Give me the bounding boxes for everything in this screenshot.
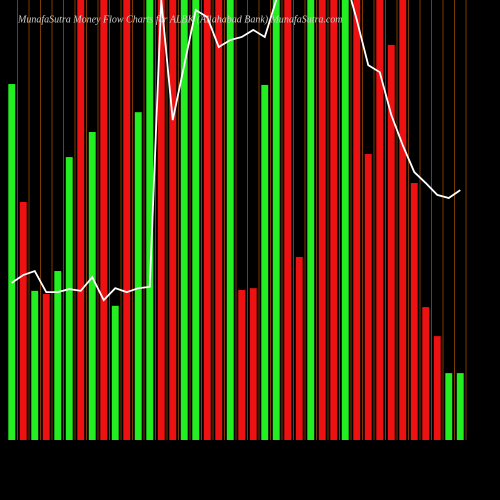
bar xyxy=(100,0,108,440)
bar xyxy=(238,289,246,440)
bar xyxy=(123,0,131,440)
bar xyxy=(410,183,418,441)
bar xyxy=(65,157,73,440)
bar xyxy=(272,0,280,440)
bar xyxy=(284,0,292,440)
bar xyxy=(422,307,430,440)
bar xyxy=(387,44,395,440)
bar xyxy=(318,0,326,440)
bar xyxy=(31,290,39,440)
bar xyxy=(111,305,119,440)
bar xyxy=(19,201,27,440)
bar xyxy=(445,373,453,440)
bar xyxy=(364,154,372,440)
bar xyxy=(180,0,188,440)
bar xyxy=(146,0,154,440)
money-flow-line xyxy=(11,0,461,302)
bar xyxy=(192,0,200,440)
bar xyxy=(226,0,234,440)
bar xyxy=(433,336,441,440)
bar xyxy=(295,256,303,440)
chart-title: MunafaSutra Money Flow Charts for ALBK (… xyxy=(17,14,343,25)
bar xyxy=(8,84,16,440)
bar xyxy=(261,84,269,441)
bar xyxy=(203,0,211,440)
bar xyxy=(215,0,223,440)
bar xyxy=(157,0,165,440)
bar xyxy=(54,271,62,440)
bar xyxy=(169,0,177,440)
bar xyxy=(353,0,361,440)
bar xyxy=(376,0,384,440)
bar xyxy=(42,293,50,440)
bar xyxy=(341,0,349,440)
bar xyxy=(134,112,142,440)
bar xyxy=(249,288,257,440)
bar xyxy=(456,373,464,440)
bar xyxy=(307,0,315,440)
bar xyxy=(77,0,85,440)
bar xyxy=(399,0,407,440)
bar xyxy=(88,132,96,440)
bar xyxy=(330,0,338,440)
